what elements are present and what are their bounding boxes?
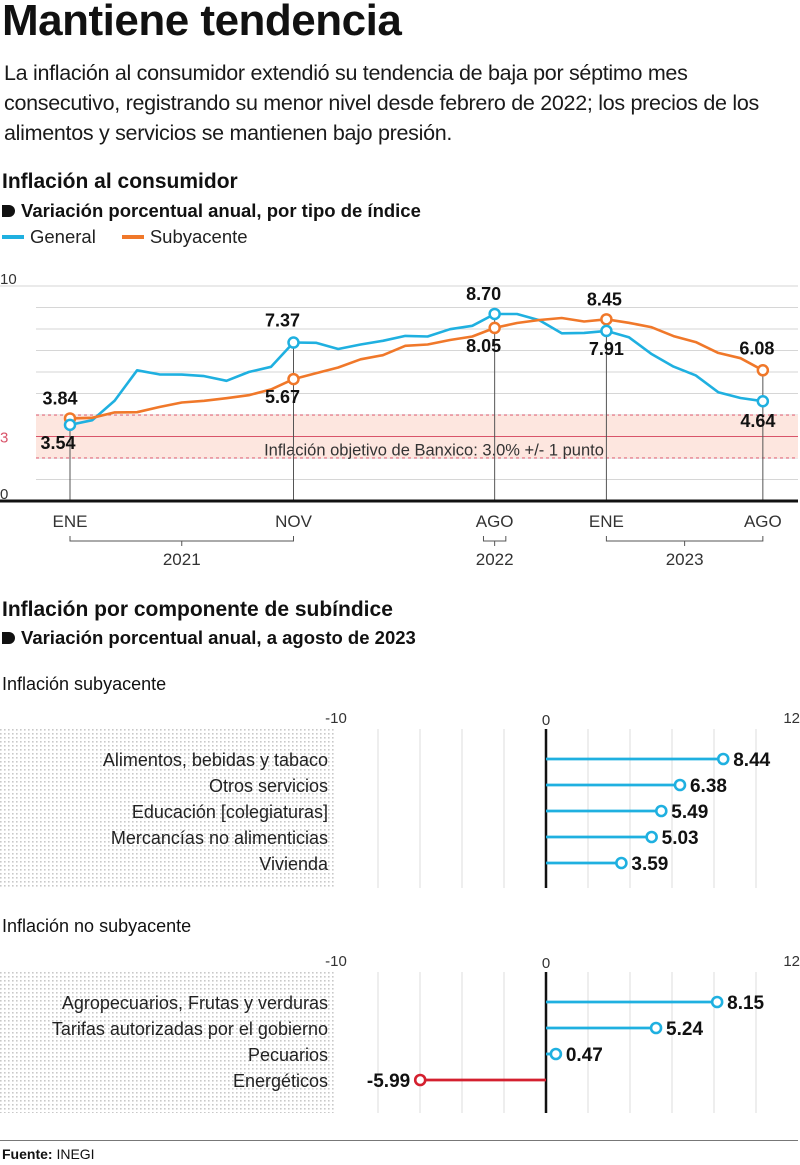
- category-label: Vivienda: [259, 854, 329, 874]
- bar-section-subtitle-text: Variación porcentual anual, a agosto de …: [21, 627, 416, 648]
- source-label: Fuente:: [2, 1146, 53, 1162]
- category-label: Agropecuarios, Frutas y verduras: [62, 993, 328, 1013]
- category-label: Mercancías no alimenticias: [111, 828, 328, 848]
- data-label: 3.59: [631, 854, 668, 875]
- category-label: Energéticos: [233, 1071, 328, 1091]
- data-label: -5.99: [367, 1071, 410, 1092]
- data-label: 8.70: [466, 284, 501, 304]
- data-label: 5.03: [662, 828, 699, 849]
- target-band-label: Inflación objetivo de Banxico: 3.0% +/- …: [264, 442, 604, 460]
- lollipop-marker: [615, 856, 628, 870]
- line-chart-title: Inflación al consumidor: [2, 170, 238, 193]
- bar-section-title: Inflación por componente de subíndice: [2, 598, 393, 621]
- lollipop-marker: [710, 995, 724, 1009]
- line-chart-subtitle: Variación porcentual anual, por tipo de …: [2, 200, 421, 222]
- noncore-chart-title: Inflación no subyacente: [2, 916, 192, 936]
- x-tick-label: -10: [325, 953, 347, 970]
- lollipop-marker: [654, 804, 668, 818]
- x-tick-label: NOV: [275, 512, 313, 531]
- data-label: 7.91: [589, 339, 624, 359]
- data-label: 6.08: [739, 338, 774, 358]
- x-tick-label: 0: [542, 712, 550, 729]
- point-marker-general: [756, 394, 770, 408]
- lollipop-marker: [649, 1021, 663, 1035]
- data-label: 3.84: [42, 388, 77, 408]
- y-tick-label: 3: [0, 430, 8, 447]
- x-tick-label: 0: [542, 955, 550, 972]
- lollipop-marker: [413, 1073, 427, 1087]
- x-tick-label: 12: [783, 710, 800, 727]
- y-tick-label: 0: [0, 486, 8, 503]
- lollipop-marker: [645, 830, 658, 844]
- year-bracket: [482, 536, 507, 542]
- category-label: Educación [colegiaturas]: [132, 802, 328, 822]
- data-label: 8.45: [587, 289, 622, 309]
- year-bracket: [605, 536, 764, 542]
- data-label: 0.47: [566, 1045, 603, 1066]
- legend-label-subyacente: Subyacente: [149, 226, 248, 247]
- x-tick-label: -10: [325, 710, 347, 727]
- core-lollipop-chart: -10 0 12 Alimentos, bebidas y tabaco 8.44 Otr…: [0, 710, 800, 888]
- series-line-general: [69, 312, 764, 427]
- point-marker-general: [600, 324, 613, 338]
- data-label: 5.49: [671, 802, 708, 823]
- category-label: Pecuarios: [248, 1045, 328, 1065]
- y-tick-label: 10: [0, 271, 17, 288]
- data-label: 4.64: [740, 411, 775, 431]
- x-tick-label: 12: [783, 953, 800, 970]
- x-tick-label: ENE: [53, 512, 88, 531]
- point-marker-subyacente: [488, 321, 501, 335]
- lollipop-marker: [549, 1047, 563, 1061]
- line-chart-legend: General Subyacente: [2, 226, 248, 248]
- legend-swatch-subyacente: [121, 235, 144, 239]
- point-marker-subyacente: [287, 372, 300, 386]
- point-marker-general: [287, 336, 300, 349]
- footer-divider: [0, 1140, 798, 1141]
- page-title: Mantiene tendencia: [2, 0, 402, 45]
- lollipop-marker: [673, 778, 687, 792]
- label-panel: [0, 729, 334, 888]
- point-marker-subyacente: [600, 313, 613, 326]
- data-label: 8.15: [727, 993, 764, 1014]
- data-label: 5.67: [265, 387, 300, 407]
- bullet-tag-icon: [2, 632, 15, 644]
- bar-section-subtitle: Variación porcentual anual, a agosto de …: [2, 627, 416, 649]
- data-label: 8.44: [733, 750, 770, 771]
- intro-text: La inflación al consumidor extendió su t…: [4, 61, 759, 145]
- line-chart-subtitle-text: Variación porcentual anual, por tipo de …: [21, 200, 421, 221]
- category-label: Otros servicios: [209, 776, 328, 796]
- year-label: 2023: [666, 550, 704, 569]
- line-chart: Inflación objetivo de Banxico: 3.0% +/- …: [0, 271, 798, 569]
- category-label: Tarifas autorizadas por el gobierno: [52, 1019, 328, 1039]
- series-line-subyacente: [69, 316, 764, 420]
- source-value: INEGI: [56, 1146, 95, 1162]
- category-label: Alimentos, bebidas y tabaco: [103, 750, 328, 770]
- year-label: 2021: [163, 550, 201, 569]
- x-tick-label: AGO: [744, 512, 782, 531]
- data-label: 7.37: [265, 311, 300, 331]
- core-chart-title: Inflación subyacente: [2, 674, 167, 694]
- source-note: Fuente: INEGI: [2, 1146, 95, 1162]
- data-label: 3.54: [40, 433, 75, 453]
- lollipop-marker: [716, 752, 730, 766]
- data-label: 8.05: [466, 336, 501, 356]
- point-marker-general: [488, 307, 501, 321]
- data-label: 5.24: [666, 1019, 703, 1040]
- legend-label-general: General: [30, 226, 96, 247]
- legend-swatch-general: [2, 235, 24, 239]
- point-marker-subyacente: [756, 364, 770, 377]
- x-tick-label: ENE: [589, 512, 624, 531]
- data-label: 6.38: [690, 776, 727, 797]
- year-bracket: [69, 536, 294, 542]
- noncore-lollipop-chart: -10 0 12 Agropecuarios, Frutas y verduras 8.…: [0, 953, 800, 1113]
- year-label: 2022: [476, 550, 514, 569]
- x-tick-label: AGO: [476, 512, 514, 531]
- point-marker-general: [63, 418, 77, 432]
- label-panel: [0, 972, 334, 1113]
- bullet-tag-icon: [2, 205, 15, 217]
